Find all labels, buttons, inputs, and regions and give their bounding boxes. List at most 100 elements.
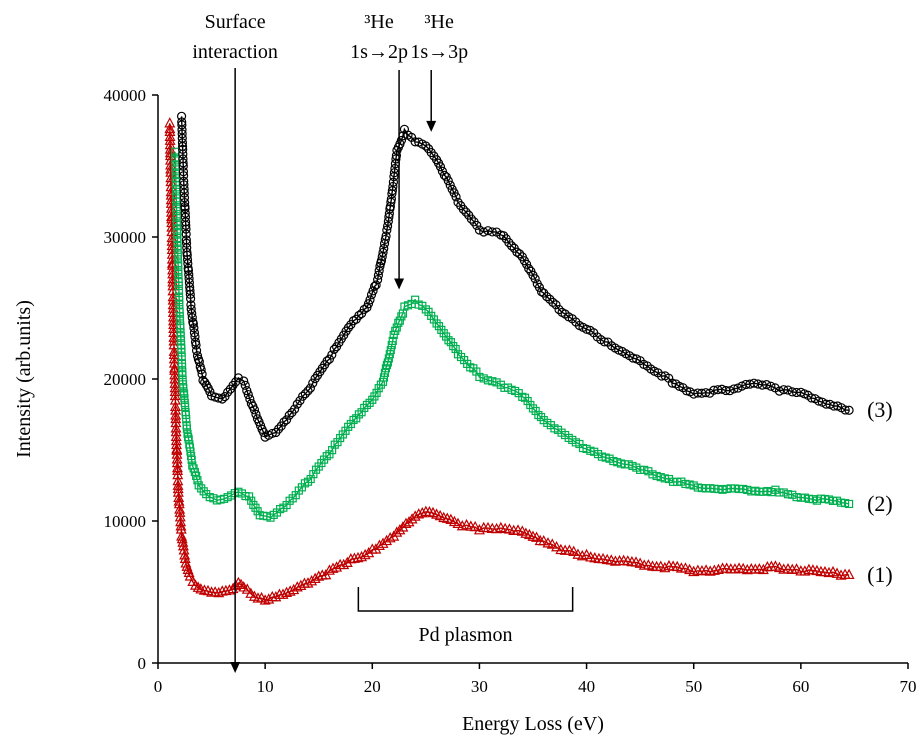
data-point: [191, 340, 201, 350]
data-point: [187, 313, 197, 323]
data-point: [636, 465, 645, 474]
data-point: [300, 389, 310, 399]
data-point: [175, 312, 184, 321]
data-point: [449, 342, 458, 351]
data-point: [214, 393, 224, 403]
data-point: [757, 380, 767, 390]
data-point: [185, 443, 195, 452]
data-point: [729, 563, 741, 574]
data-point: [178, 544, 190, 555]
data-point: [193, 476, 202, 485]
data-point: [372, 388, 381, 397]
data-point: [244, 492, 254, 501]
data-point: [171, 147, 180, 156]
data-point: [775, 488, 784, 497]
data-point: [378, 247, 388, 258]
data-point: [192, 351, 203, 361]
data-point: [184, 435, 193, 444]
data-point: [178, 144, 188, 154]
data-point: [243, 389, 253, 400]
data-point: [178, 376, 187, 385]
data-point: [534, 410, 543, 420]
data-point: [175, 300, 184, 309]
data-point: [554, 304, 564, 315]
data-point: [659, 561, 671, 573]
data-point: [710, 484, 719, 493]
data-point: [263, 593, 275, 604]
data-point: [844, 405, 854, 415]
data-point: [168, 338, 180, 350]
data-point: [483, 226, 493, 236]
data-point: [338, 558, 350, 570]
data-point: [391, 526, 403, 537]
data-point: [757, 563, 769, 575]
data-point: [171, 165, 180, 174]
data-point: [701, 484, 711, 493]
data-point: [171, 169, 180, 178]
data-point: [205, 387, 215, 397]
data-point: [182, 415, 191, 424]
data-point: [172, 207, 181, 216]
x-tick-label: 10: [257, 677, 274, 696]
data-point: [172, 468, 184, 480]
data-point: [498, 231, 509, 241]
he-3p-arrow-head: [426, 120, 437, 132]
data-point: [322, 356, 332, 366]
data-point: [199, 487, 208, 496]
data-point: [183, 258, 193, 269]
data-point: [192, 471, 201, 480]
surface-arrow-head: [230, 662, 241, 673]
data-point: [696, 564, 708, 576]
data-point: [435, 162, 446, 172]
data-point: [366, 290, 377, 300]
data-point: [730, 484, 740, 493]
data-point: [185, 289, 195, 299]
annotation-3p-line2: 1s→3p: [410, 41, 468, 63]
data-point: [281, 586, 293, 597]
data-point: [174, 261, 183, 270]
data-point: [233, 373, 243, 383]
data-point: [186, 294, 196, 304]
data-point: [181, 220, 191, 230]
data-point: [444, 336, 453, 345]
data-point: [792, 493, 801, 502]
data-point: [322, 452, 331, 461]
data-point: [181, 402, 190, 411]
data-point: [413, 508, 425, 519]
data-point: [491, 522, 503, 534]
data-point: [677, 477, 686, 486]
data-point: [779, 385, 789, 395]
data-point: [365, 295, 375, 305]
data-point: [178, 149, 188, 159]
data-point: [178, 171, 189, 181]
data-point: [840, 405, 850, 415]
data-point: [181, 217, 191, 227]
data-point: [384, 209, 394, 219]
data-point: [673, 477, 682, 487]
data-point: [171, 438, 183, 450]
series-line: [169, 123, 850, 602]
data-point: [531, 531, 543, 542]
data-point: [213, 586, 225, 598]
data-point: [791, 563, 803, 574]
data-point: [169, 389, 181, 401]
data-point: [697, 483, 707, 493]
data-point: [357, 408, 366, 417]
data-point: [712, 563, 724, 575]
data-point: [175, 520, 187, 531]
data-point: [174, 269, 183, 279]
data-point: [774, 386, 785, 396]
x-tick-label: 50: [685, 677, 702, 696]
data-point: [196, 365, 206, 375]
data-point: [421, 141, 431, 151]
data-point: [363, 299, 374, 309]
annotation-2p-line1: ³He: [364, 11, 393, 33]
data-point: [373, 274, 383, 285]
data-point: [783, 385, 793, 395]
data-point: [172, 212, 181, 221]
data-point: [179, 184, 189, 194]
data-point: [474, 225, 485, 235]
data-point: [729, 384, 739, 394]
data-point: [734, 484, 744, 494]
